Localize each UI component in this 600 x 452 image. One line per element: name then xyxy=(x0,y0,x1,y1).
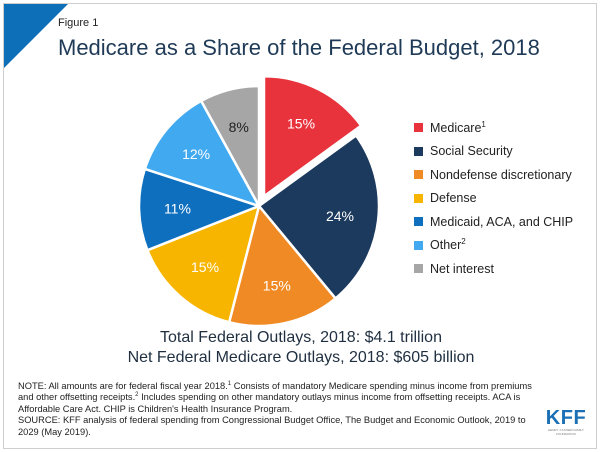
pie-chart: 15% 24% 15% 15% 11% 12% 8% xyxy=(137,74,381,328)
legend-item-1: Social Security xyxy=(414,140,573,164)
source-text: SOURCE: KFF analysis of federal spending… xyxy=(18,415,526,437)
figure-label: Figure 1 xyxy=(58,17,99,29)
pie-slice-3 xyxy=(146,204,261,324)
pie-slice-label-6: 8% xyxy=(229,119,249,135)
kff-logo-subtext: HENRY J KAISER FAMILY FOUNDATION xyxy=(548,428,584,436)
legend-label-6: Net interest xyxy=(430,261,494,276)
note-part-2: Consists of mandatory Medicare spending … xyxy=(18,381,532,403)
pie-slice-label-4: 11% xyxy=(164,201,191,217)
pie-slice-label-1: 24% xyxy=(326,208,354,224)
legend-swatch-5 xyxy=(414,240,423,250)
legend-item-6: Net interest xyxy=(414,257,573,281)
legend-label-1: Social Security xyxy=(430,144,513,159)
medicare-outlays-text: Net Federal Medicare Outlays, 2018: $605… xyxy=(127,349,475,366)
corner-accent xyxy=(4,4,68,68)
legend-item-4: Medicaid, ACA, and CHIP xyxy=(414,210,573,234)
figure-frame: Figure 1 Medicare as a Share of the Fede… xyxy=(3,3,597,449)
legend-label-3: Defense xyxy=(430,191,477,206)
legend-item-2: Nondefense discretionary xyxy=(414,163,573,187)
legend-label-0: Medicare1 xyxy=(430,119,486,135)
note-sup-2: 2 xyxy=(135,392,139,399)
legend-swatch-6 xyxy=(414,264,423,274)
totals: Total Federal Outlays, 2018: $4.1 trilli… xyxy=(4,328,596,368)
note-part-1: NOTE: All amounts are for federal fiscal… xyxy=(18,381,228,391)
legend-swatch-3 xyxy=(414,193,423,203)
pie-slice-1 xyxy=(257,134,381,300)
legend-sup-5: 2 xyxy=(461,237,466,247)
note-sup-1: 1 xyxy=(227,380,232,387)
legend-sup-0: 1 xyxy=(481,119,486,129)
legend-swatch-0 xyxy=(414,123,423,133)
pie-slice-2 xyxy=(227,204,337,328)
legend-label-2: Nondefense discretionary xyxy=(430,167,572,182)
note-part-3: Includes spending on other mandatory out… xyxy=(18,392,521,414)
pie-slice-4 xyxy=(137,167,261,252)
pie-slice-label-2: 15% xyxy=(263,278,291,294)
total-outlays-text: Total Federal Outlays, 2018: $4.1 trilli… xyxy=(160,329,442,346)
legend-swatch-4 xyxy=(414,217,423,227)
legend-item-3: Defense xyxy=(414,187,573,211)
legend-item-0: Medicare1 xyxy=(414,116,573,140)
legend-swatch-2 xyxy=(414,170,423,180)
pie-slice-5 xyxy=(143,99,261,208)
legend-label-5: Other2 xyxy=(430,237,466,253)
pie-slice-label-0: 15% xyxy=(287,115,315,131)
pie-slice-0 xyxy=(262,74,363,198)
legend: Medicare1 Social Security Nondefense discr… xyxy=(414,116,573,281)
legend-item-5: Other2 xyxy=(414,234,573,258)
legend-label-4: Medicaid, ACA, and CHIP xyxy=(430,214,574,229)
pie-slice-6 xyxy=(199,84,261,208)
pie-slice-label-3: 15% xyxy=(191,259,219,275)
note-text: NOTE: All amounts are for federal fiscal… xyxy=(18,381,533,415)
kff-logo: KFF HENRY J KAISER FAMILY FOUNDATION xyxy=(542,408,590,436)
notes: NOTE: All amounts are for federal fiscal… xyxy=(18,381,533,438)
kff-logo-text: KFF xyxy=(545,407,587,429)
legend-swatch-1 xyxy=(414,146,423,156)
chart-title: Medicare as a Share of the Federal Budge… xyxy=(58,35,540,60)
pie-slice-label-5: 12% xyxy=(182,146,210,162)
